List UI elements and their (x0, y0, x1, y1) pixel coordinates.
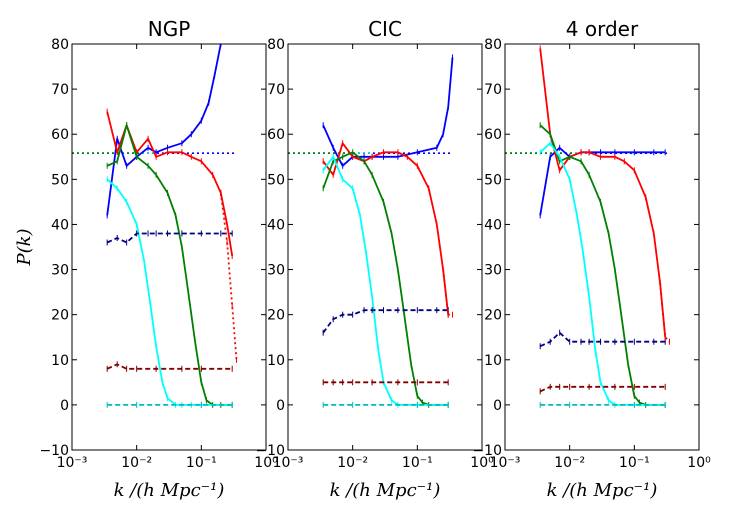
x-axis-label: k /(h Mpc⁻¹) (114, 480, 225, 501)
series-line (219, 192, 238, 360)
x-tick-label: 10⁰ (254, 455, 278, 471)
y-tick-label: 50 (267, 172, 285, 188)
series-line (539, 142, 666, 406)
y-tick-label: 20 (267, 308, 285, 324)
x-tick-label: 10⁻¹ (186, 455, 217, 471)
panel-title: NGP (148, 17, 191, 41)
series-line (106, 178, 233, 406)
y-tick-label: 80 (484, 37, 502, 53)
series-line (539, 385, 666, 393)
x-tick-label: 10⁻² (337, 455, 368, 471)
series-line (106, 124, 233, 406)
y-tick-label: 0 (493, 398, 502, 414)
y-tick-label: −10 (472, 443, 502, 459)
x-axis-label: k /(h Mpc⁻¹) (330, 480, 441, 501)
axes-frame (287, 43, 483, 451)
chart-panel-1: −10 0 10 20 30 40 50 60 70 80 10⁻³ 10⁻² 10⁻¹ 10⁰ NGP k … (14, 17, 278, 501)
chart-panel-3: −10 0 10 20 30 40 50 60 70 80 10⁻³ 10⁻² 10⁻¹ 10⁰ 4 ord… (472, 17, 711, 501)
y-tick-label: 70 (267, 82, 285, 98)
x-tick-label: 10⁰ (687, 455, 711, 471)
y-tick-label: 50 (51, 172, 69, 188)
plot-area (288, 54, 454, 408)
x-axis-label: k /(h Mpc⁻¹) (547, 480, 658, 501)
x-tick-label: 10⁻² (121, 455, 152, 471)
y-tick-label: 20 (51, 308, 69, 324)
y-tick-label: 70 (484, 82, 502, 98)
y-tick-label: 30 (484, 263, 502, 279)
x-tick-label: 10⁻³ (490, 455, 521, 471)
y-tick-label: 20 (484, 308, 502, 324)
y-tick-label: −10 (39, 443, 69, 459)
panel-title: CIC (368, 17, 402, 41)
y-tick-label: 0 (276, 398, 285, 414)
x-tick-label: 10⁻³ (57, 455, 88, 471)
chart-panel-2: −10 0 10 20 30 40 50 60 70 80 10⁻³ 10⁻² 10⁻¹ 10⁰ CIC k … (255, 17, 494, 501)
y-tick-label: 40 (51, 217, 69, 233)
y-tick-label: 10 (267, 353, 285, 369)
y-tick-label: 70 (51, 82, 69, 98)
x-tick-label: 10⁻³ (273, 455, 304, 471)
series-line (106, 232, 233, 244)
y-tick-label: 10 (51, 353, 69, 369)
y-tick-label: 10 (484, 353, 502, 369)
y-tick-label: 30 (267, 263, 285, 279)
y-tick-label: 40 (267, 217, 285, 233)
series-line (539, 48, 667, 338)
y-tick-label: 80 (267, 37, 285, 53)
x-tick-label: 10⁻¹ (619, 455, 650, 471)
series-line (322, 142, 450, 315)
y-tick-label: 30 (51, 263, 69, 279)
x-tick-label: 10⁻¹ (402, 455, 433, 471)
series-line (322, 57, 454, 167)
series-line (322, 309, 449, 334)
y-tick-label: 80 (51, 37, 69, 53)
y-tick-label: 0 (60, 398, 69, 414)
panel-title: 4 order (566, 17, 639, 41)
plot-area (505, 45, 671, 408)
y-tick-label: −10 (255, 443, 285, 459)
axes-frame (71, 43, 267, 451)
plot-area (72, 44, 238, 408)
y-axis-label: P(k) (14, 228, 35, 266)
axes-frame (504, 43, 700, 451)
y-tick-label: 60 (484, 127, 502, 143)
y-tick-label: 40 (484, 217, 502, 233)
x-tick-label: 10⁻² (554, 455, 585, 471)
x-tick-label: 10⁰ (470, 455, 494, 471)
y-tick-label: 50 (484, 172, 502, 188)
y-tick-label: 60 (51, 127, 69, 143)
series-line (106, 363, 233, 370)
y-tick-label: 60 (267, 127, 285, 143)
series-line (539, 331, 666, 348)
